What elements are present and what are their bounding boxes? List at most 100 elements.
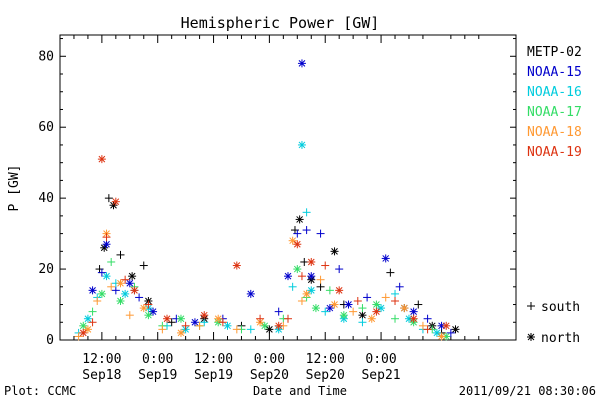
x-tick-time-label: 12:00 xyxy=(82,352,121,367)
data-point-noaa-15-north xyxy=(246,289,255,298)
data-point-metp-02-north xyxy=(128,272,137,281)
data-point-noaa-15-north xyxy=(149,307,158,316)
marker-legend: south north xyxy=(527,300,580,346)
data-point-metp-02-north xyxy=(330,247,339,256)
data-point-noaa-19-south xyxy=(88,318,97,327)
data-point-noaa-16-north xyxy=(377,304,386,313)
data-point-noaa-19-south xyxy=(102,233,111,242)
marker-legend-label-north: north xyxy=(541,331,580,346)
data-point-noaa-19-north xyxy=(409,314,418,323)
data-point-noaa-16-south xyxy=(358,318,367,327)
data-point-metp-02-south xyxy=(139,261,148,270)
data-point-noaa-17-south xyxy=(391,314,400,323)
x-axis-label: Date and Time xyxy=(253,384,347,398)
legend-entry-noaa-15: NOAA-15 xyxy=(527,65,582,80)
data-point-noaa-18-south xyxy=(74,332,83,341)
data-point-noaa-17-north xyxy=(176,314,185,323)
data-point-noaa-15-north xyxy=(102,240,111,249)
data-point-noaa-17-north xyxy=(260,321,269,330)
footer-timestamp: 2011/09/21 08:30:06 xyxy=(459,384,596,398)
data-point-noaa-18-north xyxy=(367,314,376,323)
data-point-noaa-18-north xyxy=(400,304,409,313)
data-point-noaa-19-south xyxy=(121,275,130,284)
data-point-noaa-17-north xyxy=(311,304,320,313)
data-point-noaa-19-north xyxy=(442,321,451,330)
data-point-noaa-16-south xyxy=(288,282,297,291)
data-point-noaa-17-north xyxy=(372,300,381,309)
x-tick-time-label: 0:00 xyxy=(254,352,285,367)
x-tick-time-label: 0:00 xyxy=(142,352,173,367)
data-point-noaa-19-south xyxy=(256,314,265,323)
data-point-noaa-19-north xyxy=(130,286,139,295)
x-tick-date-label: Sep18 xyxy=(82,368,121,383)
data-point-noaa-17-south xyxy=(88,307,97,316)
data-point-noaa-19-north xyxy=(335,286,344,295)
data-point-metp-02-north xyxy=(295,215,304,224)
y-tick-label: 40 xyxy=(38,191,54,206)
data-point-noaa-15-south xyxy=(363,293,372,302)
legend-entry-noaa-18: NOAA-18 xyxy=(527,125,582,140)
data-point-noaa-16-north xyxy=(102,272,111,281)
data-point-noaa-18-south xyxy=(297,296,306,305)
data-point-noaa-16-south xyxy=(391,289,400,298)
data-point-noaa-18-south xyxy=(349,307,358,316)
data-point-metp-02-south xyxy=(116,250,125,259)
data-point-noaa-16-north xyxy=(297,140,306,149)
data-point-noaa-16-north xyxy=(121,289,130,298)
data-point-noaa-17-north xyxy=(293,265,302,274)
data-point-noaa-19-north xyxy=(293,240,302,249)
data-point-noaa-19-south xyxy=(181,321,190,330)
data-point-noaa-19-north xyxy=(97,155,106,164)
data-point-noaa-18-south xyxy=(93,296,102,305)
data-point-noaa-18-south xyxy=(418,321,427,330)
data-point-noaa-18-south xyxy=(232,325,241,334)
data-point-noaa-18-north xyxy=(302,289,311,298)
data-point-noaa-17-north xyxy=(339,311,348,320)
data-point-noaa-17-north xyxy=(116,296,125,305)
data-point-noaa-18-south xyxy=(195,321,204,330)
data-point-noaa-15-south xyxy=(135,293,144,302)
x-tick-time-label: 12:00 xyxy=(194,352,233,367)
legend-entry-metp-02: METP-02 xyxy=(527,45,582,60)
data-point-metp-02-south xyxy=(316,282,325,291)
data-point-noaa-15-south xyxy=(335,265,344,274)
data-point-noaa-19-north xyxy=(200,311,209,320)
data-point-noaa-15-south xyxy=(316,229,325,238)
data-point-noaa-18-north xyxy=(437,332,446,341)
x-tick-date-label: Sep19 xyxy=(194,368,233,383)
data-point-noaa-15-north xyxy=(381,254,390,263)
data-point-noaa-15-north xyxy=(88,286,97,295)
data-point-noaa-16-south xyxy=(200,318,209,327)
data-point-noaa-15-south xyxy=(302,226,311,235)
data-point-noaa-17-north xyxy=(79,321,88,330)
data-point-noaa-19-south xyxy=(218,318,227,327)
plot-frame xyxy=(59,34,517,341)
footer-source: Plot: CCMC xyxy=(4,384,76,398)
data-point-metp-02-north xyxy=(451,325,460,334)
data-point-noaa-16-north xyxy=(307,286,316,295)
data-point-noaa-15-south xyxy=(446,328,455,337)
data-point-noaa-15-south xyxy=(423,314,432,323)
data-point-noaa-17-south xyxy=(358,304,367,313)
data-points xyxy=(74,59,460,341)
y-tick-label: 20 xyxy=(38,262,54,277)
data-point-metp-02-south xyxy=(167,318,176,327)
data-point-noaa-16-south xyxy=(302,208,311,217)
data-point-metp-02-south xyxy=(104,194,113,203)
y-axis-label: P [GW] xyxy=(7,165,22,212)
data-point-noaa-19-south xyxy=(144,300,153,309)
legend-entry-noaa-16: NOAA-16 xyxy=(527,85,582,100)
data-point-noaa-15-south xyxy=(111,286,120,295)
y-tick-label: 0 xyxy=(46,333,54,348)
chart-title: Hemispheric Power [GW] xyxy=(181,14,380,32)
data-point-noaa-19-south xyxy=(353,296,362,305)
y-tick-label: 60 xyxy=(38,120,54,135)
data-point-noaa-15-north xyxy=(125,279,134,288)
data-point-metp-02-south xyxy=(300,257,309,266)
data-point-noaa-19-south xyxy=(423,325,432,334)
data-point-metp-02-south xyxy=(414,300,423,309)
data-point-noaa-18-north xyxy=(139,304,148,313)
x-tick-time-label: 12:00 xyxy=(306,352,345,367)
data-point-noaa-18-north xyxy=(330,300,339,309)
data-point-noaa-15-south xyxy=(274,307,283,316)
